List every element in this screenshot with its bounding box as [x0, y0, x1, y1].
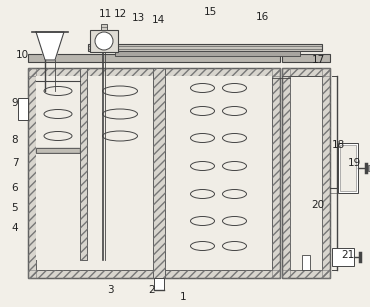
Text: 19: 19 [347, 158, 361, 168]
Bar [28, 54, 280, 62]
Bar [340, 145, 356, 191]
Bar [290, 76, 322, 270]
Text: 5: 5 [12, 203, 18, 213]
Bar [282, 68, 330, 278]
Text: 13: 13 [131, 13, 145, 23]
Bar [90, 30, 118, 52]
Bar [282, 68, 330, 76]
Text: 18: 18 [332, 140, 344, 150]
Text: 8: 8 [12, 135, 18, 145]
Bar [36, 148, 80, 153]
Bar [28, 270, 280, 278]
Text: 14: 14 [151, 15, 165, 25]
Text: 16: 16 [255, 12, 269, 22]
Bar [322, 68, 330, 278]
Bar [272, 68, 280, 278]
Text: 20: 20 [312, 200, 324, 210]
Bar [87, 76, 153, 270]
Bar [18, 98, 28, 120]
Bar [36, 76, 80, 260]
Bar [282, 54, 330, 62]
Bar [80, 68, 87, 260]
Text: 6: 6 [12, 183, 18, 193]
Text: 2: 2 [149, 285, 155, 295]
Polygon shape [36, 32, 64, 60]
Bar [153, 68, 165, 278]
Bar [28, 68, 36, 278]
Text: 1: 1 [180, 292, 186, 302]
Text: 15: 15 [204, 7, 216, 17]
Bar [115, 51, 300, 56]
Bar [36, 76, 272, 270]
Bar [282, 68, 290, 278]
Bar [338, 143, 358, 193]
Bar [332, 248, 354, 266]
Bar [165, 76, 272, 270]
Text: 17: 17 [312, 55, 324, 65]
Bar [80, 68, 87, 260]
Bar [101, 24, 107, 30]
Bar [302, 255, 310, 270]
Circle shape [95, 32, 113, 50]
Bar [282, 270, 330, 278]
Bar [88, 44, 322, 51]
Text: 3: 3 [107, 285, 113, 295]
Bar [28, 68, 280, 76]
Bar [36, 148, 80, 153]
Text: 10: 10 [16, 50, 28, 60]
Text: 9: 9 [12, 98, 18, 108]
Text: 12: 12 [113, 9, 127, 19]
Text: 4: 4 [12, 223, 18, 233]
Bar [28, 68, 280, 278]
Bar [153, 68, 165, 278]
Text: 21: 21 [342, 250, 354, 260]
Bar [154, 278, 164, 290]
Text: 7: 7 [12, 158, 18, 168]
Text: 11: 11 [98, 9, 112, 19]
Bar [368, 165, 370, 171]
